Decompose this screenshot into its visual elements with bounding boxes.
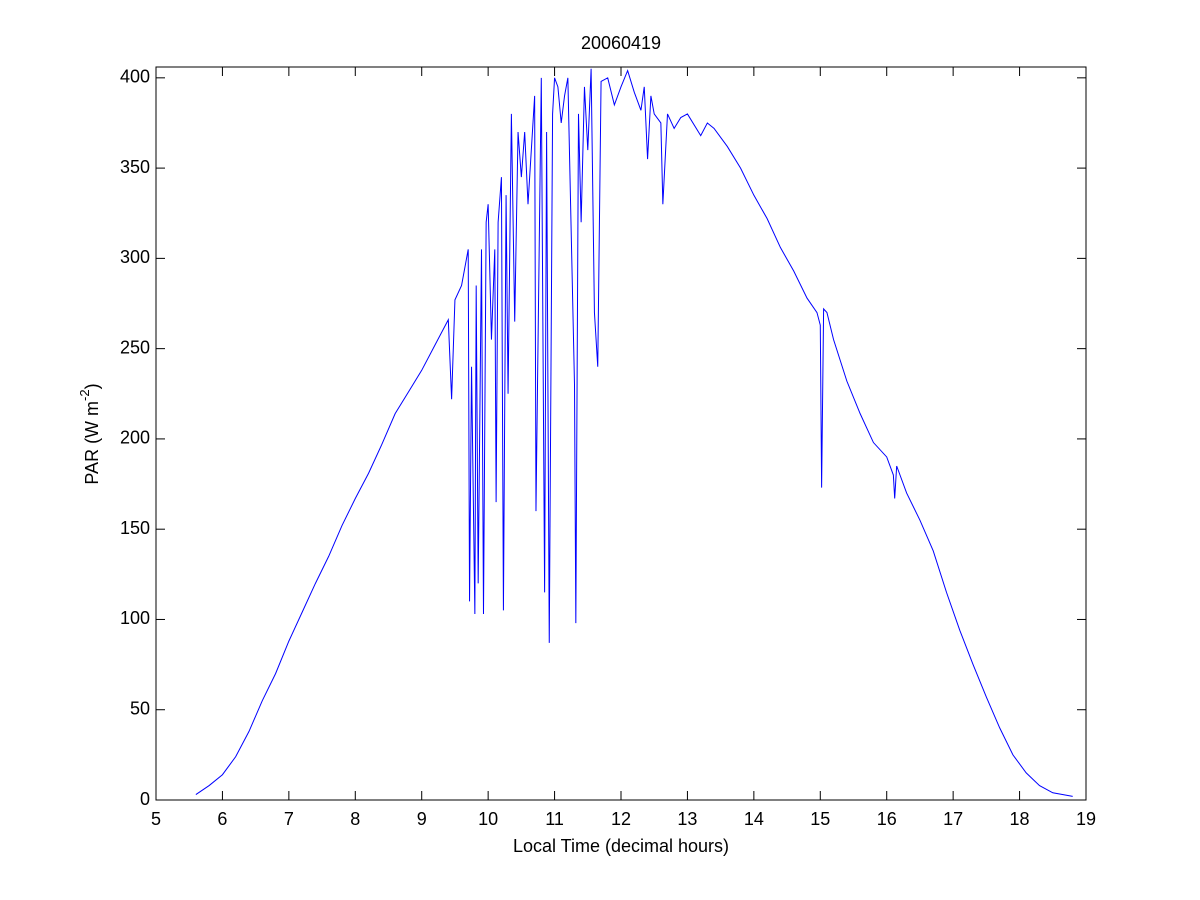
x-axis-label: Local Time (decimal hours) xyxy=(513,836,729,856)
x-tick-label: 5 xyxy=(151,809,161,829)
x-tick-label: 11 xyxy=(545,809,564,829)
x-tick-label: 7 xyxy=(284,809,294,829)
y-tick-label: 250 xyxy=(120,337,150,357)
x-tick-label: 10 xyxy=(478,809,498,829)
x-tick-label: 17 xyxy=(943,809,963,829)
x-tick-label: 19 xyxy=(1076,809,1096,829)
y-tick-label: 50 xyxy=(130,698,150,718)
x-tick-label: 15 xyxy=(810,809,830,829)
x-tick-label: 8 xyxy=(350,809,360,829)
y-axis-label: PAR (W m-2) xyxy=(77,383,101,484)
y-tick-label: 100 xyxy=(120,608,150,628)
x-tick-label: 18 xyxy=(1010,809,1030,829)
chart-title: 20060419 xyxy=(581,33,661,53)
y-tick-label: 150 xyxy=(120,518,150,538)
data-line xyxy=(195,68,1073,797)
y-tick-label: 350 xyxy=(120,157,150,177)
y-tick-label: 300 xyxy=(120,247,150,267)
y-tick-label: 200 xyxy=(120,428,150,448)
y-tick-label: 0 xyxy=(140,789,150,809)
y-axis-label-text: PAR (W m xyxy=(82,401,102,485)
x-tick-label: 9 xyxy=(417,809,427,829)
y-axis-label-end: ) xyxy=(82,383,102,389)
x-tick-label: 6 xyxy=(217,809,227,829)
y-tick-label: 400 xyxy=(120,67,150,87)
x-tick-label: 13 xyxy=(677,809,697,829)
y-axis-label-superscript: -2 xyxy=(77,389,92,401)
x-tick-label: 12 xyxy=(611,809,631,829)
x-tick-label: 16 xyxy=(877,809,897,829)
x-tick-label: 14 xyxy=(744,809,764,829)
axes-box xyxy=(155,66,1087,801)
